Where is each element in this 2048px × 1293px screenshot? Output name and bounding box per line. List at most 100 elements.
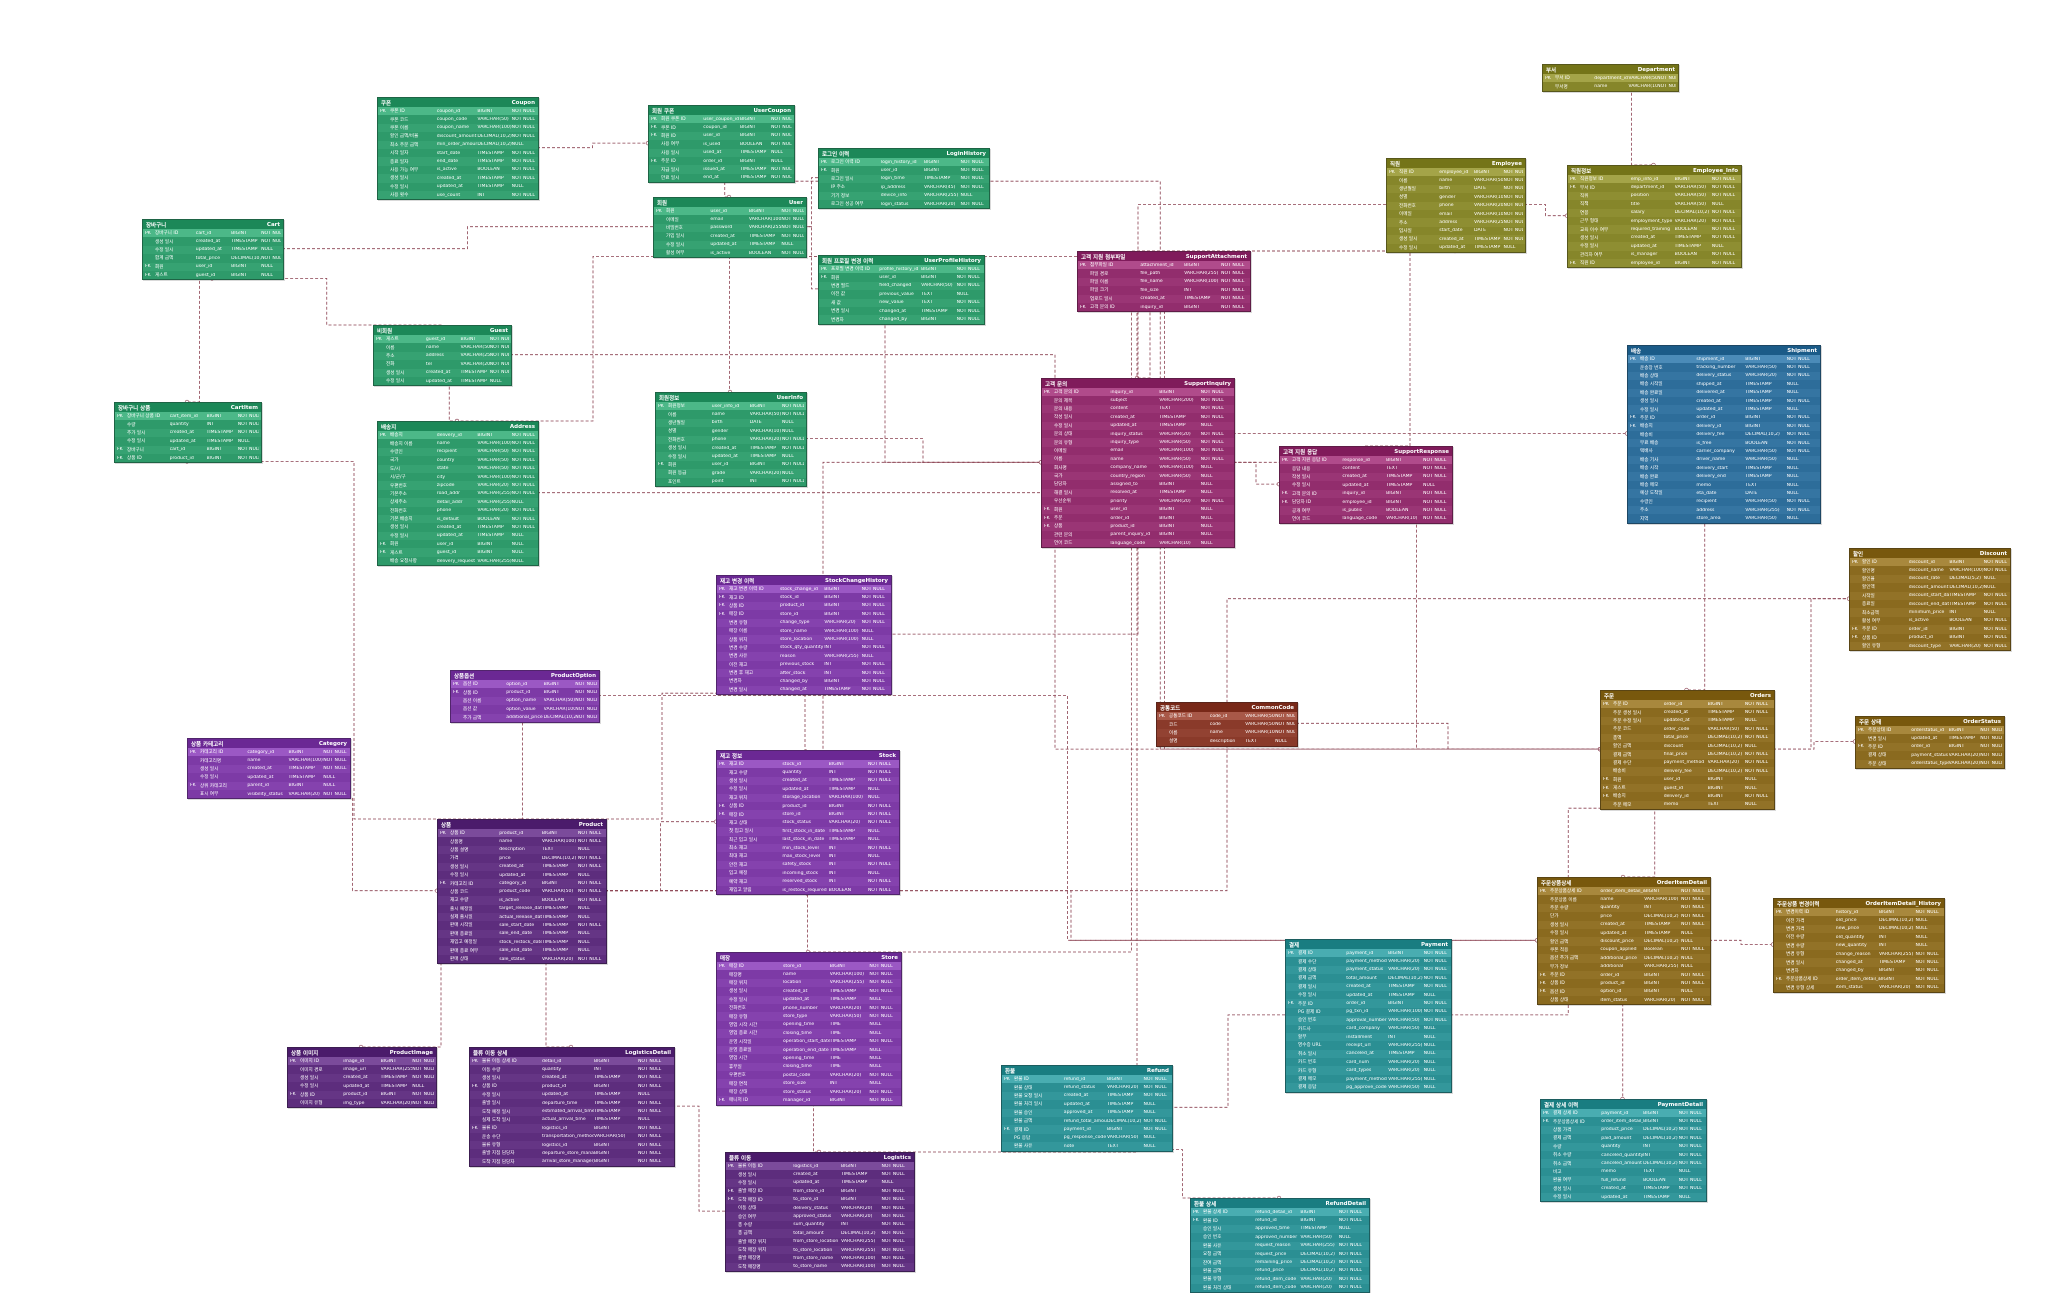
entity-refund[interactable]: 환불 Refund PK 환불 ID refund_id BIGINT NOT NULL 환불…: [1001, 1065, 1173, 1152]
attribute-logical-name: 고객 문의 ID: [1090, 305, 1115, 311]
attribute-type: VARCHAR(255): [380, 1067, 413, 1073]
attribute-physical-name: inquiry_status: [1110, 431, 1143, 437]
entity-loginhistory[interactable]: 로그인 이력 LoginHistory PK 로그인 이력 ID login_histo…: [818, 148, 990, 210]
attribute-row: 우편번호 postal_code VARCHAR(20) NOT NULL: [717, 1071, 901, 1080]
entity-physical-name: StockChangeHistory: [824, 577, 888, 584]
attribute-type: VARCHAR(50): [541, 889, 574, 895]
attribute-row: 총 금액 total_amount DECIMAL(10,2) NOT NULL: [726, 1229, 914, 1238]
entity-employee-info[interactable]: 직원정보 Employee_Info PK 직원정보 ID emp_info_id BIG…: [1567, 165, 1742, 269]
entity-usercoupon[interactable]: 회원 쿠폰 UserCoupon PK 회원 쿠폰 ID user_coupon_id B…: [648, 105, 795, 184]
entity-category[interactable]: 상품 카테고리 Category PK 카테고리 ID category_id BIGIN…: [187, 738, 351, 800]
entity-logical-name: 재고 변경 이력: [720, 578, 755, 585]
attribute-row: PK 주문상품상세 ID order_item_detail_id BIGINT NOT…: [1538, 887, 1710, 896]
attribute-type: BIGINT: [739, 125, 756, 131]
entity-orderitemdetail-history[interactable]: 주문상품 변경이력 OrderItemDetail_History PK 변경이력 I…: [1773, 898, 1945, 993]
entity-cartitem[interactable]: 장바구니 상품 CartItem PK 장바구니 상품 ID cart_item_id B…: [114, 402, 262, 464]
attribute-physical-name: updated_at: [425, 378, 452, 384]
entity-product[interactable]: 상품 Product PK 상품 ID product_id BIGINT NOT NULL…: [437, 819, 607, 965]
attribute-type: VARCHAR(255): [1388, 1042, 1423, 1048]
entity-discount[interactable]: 할인 Discount PK 할인 ID discount_id BIGINT NOT NU…: [1849, 548, 2011, 652]
entity-supportinquiry[interactable]: 고객 문의 SupportInquiry PK 고객 문의 ID inquiry_id B…: [1041, 378, 1235, 549]
entity-user[interactable]: 회원 User PK 회원 user_id BIGINT NOT NULL 이메일 email V…: [653, 197, 807, 259]
entity-stock[interactable]: 재고 정보 Stock PK 재고 ID stock_id BIGINT NOT NULL 재…: [716, 750, 900, 896]
attribute-physical-name: email: [1110, 448, 1124, 454]
attribute-physical-name: profile_history_id: [879, 266, 919, 272]
attribute-type: TEXT: [1245, 738, 1257, 744]
entity-header: 환불 Refund: [1002, 1066, 1172, 1075]
attribute-type: DECIMAL(10,2): [1707, 752, 1743, 758]
entity-payment[interactable]: 결제 Payment PK 결제 ID payment_id BIGINT NOT NULL…: [1285, 939, 1452, 1093]
attribute-physical-name: to_store_name: [793, 1264, 828, 1270]
entity-userprofilehistory[interactable]: 회원 프로필 변경 이력 UserProfileHistory PK 프로필 변경 이…: [818, 255, 985, 325]
entity-physical-name: PaymentDetail: [1657, 1101, 1703, 1108]
attribute-logical-name: 담당자 ID: [1292, 500, 1312, 506]
attribute-nullability: NOT NULL: [1200, 448, 1224, 454]
attribute-physical-name: user_id: [195, 264, 213, 270]
attribute-row: 운송장 번호 tracking_number VARCHAR(50) NOT NULL: [1628, 363, 1820, 372]
attribute-logical-name: 생년월일: [1399, 186, 1416, 192]
attribute-nullability: NOT NULL: [638, 1150, 662, 1156]
entity-supportattachment[interactable]: 고객 지원 첨부파일 SupportAttachment PK 첨부파일 ID atta…: [1077, 251, 1251, 313]
entity-productimage[interactable]: 상품 이미지 ProductImage PK 이미지 ID image_id BIGINT…: [287, 1047, 437, 1109]
attribute-nullability: NOT NULL: [323, 749, 347, 755]
entity-department[interactable]: 부서 Department PK 부서 ID department_id VARCHAR(…: [1542, 64, 1679, 92]
entity-stockchangehistory[interactable]: 재고 변경 이력 StockChangeHistory PK 재고 변경 이력 ID s…: [716, 575, 892, 696]
key-marker: FK: [1540, 989, 1546, 995]
attribute-physical-name: quantity: [542, 1067, 562, 1073]
attribute-nullability: NOT NULL: [1678, 1186, 1702, 1192]
attribute-type: INT: [206, 422, 215, 428]
attribute-row: 요청 금액 request_price DECIMAL(10,2) NOT NULL: [1191, 1249, 1369, 1259]
attribute-type: VARCHAR(255): [460, 353, 490, 359]
attribute-nullability: NOT NULL: [869, 1097, 893, 1103]
attribute-physical-name: country: [436, 457, 455, 463]
attribute-type: BOOLEAN: [1674, 227, 1697, 233]
entity-physical-name: UserProfileHistory: [924, 257, 981, 264]
attribute-physical-name: issued_at: [703, 167, 725, 173]
attribute-physical-name: order_id: [1911, 744, 1930, 750]
entity-orders[interactable]: 주문 Orders PK 주문 ID order_id BIGINT NOT NULL 주문 …: [1600, 690, 1775, 811]
attribute-logical-name: 영업 시간: [729, 1056, 748, 1062]
entity-logistics[interactable]: 물류 이동 Logistics PK 물류 이동 ID logistics_id BIGI…: [725, 1152, 915, 1273]
attribute-type: BOOLEAN: [1643, 1177, 1666, 1183]
attribute-physical-name: parent_inquiry_id: [1110, 532, 1151, 538]
attribute-nullability: NOT NULL: [881, 1163, 905, 1169]
attribute-row: 수정 일시 updated_at TIMESTAMP NULL: [717, 785, 899, 794]
attribute-type: BIGINT: [824, 595, 840, 601]
entity-orderstatus[interactable]: 주문 상태 OrderStatus PK 주문상태 ID orderstatus_id B…: [1855, 716, 2005, 769]
attribute-row: 변경 일시 changed_at TIMESTAMP NOT NULL: [1774, 958, 1944, 967]
attribute-logical-name: 직원 ID: [1399, 170, 1414, 176]
entity-commoncode[interactable]: 공통코드 CommonCode PK 공통코드 ID code_id VARCHAR(50…: [1156, 702, 1298, 747]
attribute-logical-name: 변경 수량: [1786, 943, 1805, 949]
key-marker: FK: [290, 1092, 296, 1098]
attribute-nullability: NOT NULL: [577, 897, 602, 903]
entity-employee[interactable]: 직원 Employee PK 직원 ID employee_id BIGINT NOT NU…: [1386, 158, 1526, 253]
attribute-logical-name: 변경자: [831, 317, 844, 323]
entity-coupon[interactable]: 쿠폰 Coupon PK 쿠폰 ID coupon_id BIGINT NOT NULL 쿠폰…: [377, 97, 539, 201]
entity-productoption[interactable]: 상품옵션 ProductOption PK 옵션 ID option_id BIGINT N…: [450, 670, 600, 723]
entity-logisticsdetail[interactable]: 물류 이동 상세 LogisticsDetail PK 물류 이동 상세 ID deta…: [469, 1047, 675, 1168]
attribute-physical-name: email: [1439, 211, 1452, 217]
entity-supportresponse[interactable]: 고객 지원 응답 SupportResponse PK 고객 지원 응답 ID resp…: [1279, 446, 1453, 525]
attribute-row: 변경 유형 change_type VARCHAR(20) NOT NULL: [717, 618, 891, 627]
attribute-physical-name: card_num: [1346, 1059, 1369, 1065]
attribute-nullability: NOT NULL: [1681, 897, 1705, 903]
entity-shipment[interactable]: 배송 Shipment PK 배송 ID shipment_id BIGINT NOT NU…: [1627, 345, 1821, 524]
attribute-logical-name: 게스트: [390, 550, 403, 556]
attribute-logical-name: 도착 지점 담당자: [482, 1159, 515, 1165]
entity-address[interactable]: 배송지 Address PK 배송지 delivery_id BIGINT NOT NULL…: [377, 421, 539, 567]
entity-refunddetail[interactable]: 환불 상세 RefundDetail PK 환불 상세 ID refund_detail…: [1190, 1198, 1370, 1293]
entity-store[interactable]: 매장 Store PK 매장 ID store_id BIGINT NOT NULL 매장명 n…: [716, 952, 902, 1106]
attribute-nullability: NULL: [577, 948, 590, 954]
attribute-row: 수정 일시 updated_at TIMESTAMP NULL: [378, 531, 538, 541]
attribute-logical-name: 생성 일시: [390, 525, 409, 531]
entity-orderitemdetail[interactable]: 주문상품상세 OrderItemDetail PK 주문상품상세 ID order_it…: [1537, 877, 1711, 1006]
entity-paymentdetail[interactable]: 결제 상세 이력 PaymentDetail PK 결제 상세 ID payment_i…: [1540, 1099, 1707, 1203]
entity-userinfo[interactable]: 회원정보 UserInfo PK 회원정보 user_info_id BIGINT NOT …: [655, 392, 807, 487]
attribute-nullability: NOT NULL: [1786, 448, 1810, 454]
attribute-row: 로그인 일시 login_time TIMESTAMP NOT NULL: [819, 174, 989, 184]
entity-logical-name: 상품 이미지: [291, 1050, 319, 1057]
